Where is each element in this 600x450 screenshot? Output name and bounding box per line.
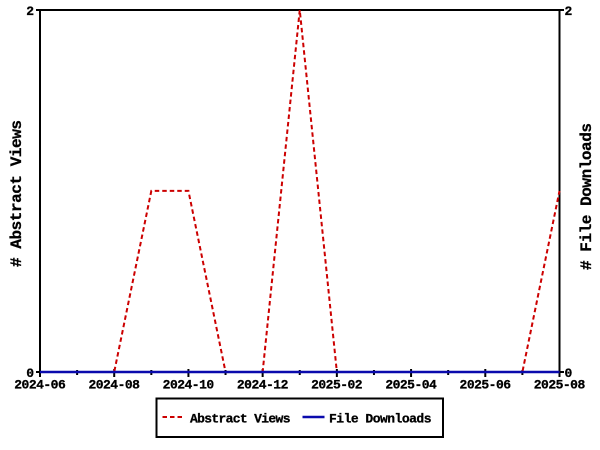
svg-text:Abstract Views: Abstract Views bbox=[190, 412, 291, 427]
svg-text:2: 2 bbox=[26, 4, 34, 19]
svg-text:0: 0 bbox=[565, 366, 573, 381]
svg-text:2: 2 bbox=[565, 4, 573, 19]
svg-text:2024-12: 2024-12 bbox=[237, 378, 289, 393]
svg-text:2025-04: 2025-04 bbox=[385, 378, 437, 393]
svg-text:# File Downloads: # File Downloads bbox=[578, 123, 596, 270]
svg-text:# Abstract Views: # Abstract Views bbox=[8, 120, 26, 267]
svg-text:2025-02: 2025-02 bbox=[311, 378, 363, 393]
svg-text:0: 0 bbox=[26, 366, 34, 381]
svg-text:2024-10: 2024-10 bbox=[163, 378, 215, 393]
svg-text:2024-06: 2024-06 bbox=[14, 378, 66, 393]
svg-text:2024-08: 2024-08 bbox=[88, 378, 140, 393]
svg-text:2025-08: 2025-08 bbox=[534, 378, 586, 393]
svg-text:2025-06: 2025-06 bbox=[460, 378, 512, 393]
svg-text:File Downloads: File Downloads bbox=[329, 412, 432, 427]
